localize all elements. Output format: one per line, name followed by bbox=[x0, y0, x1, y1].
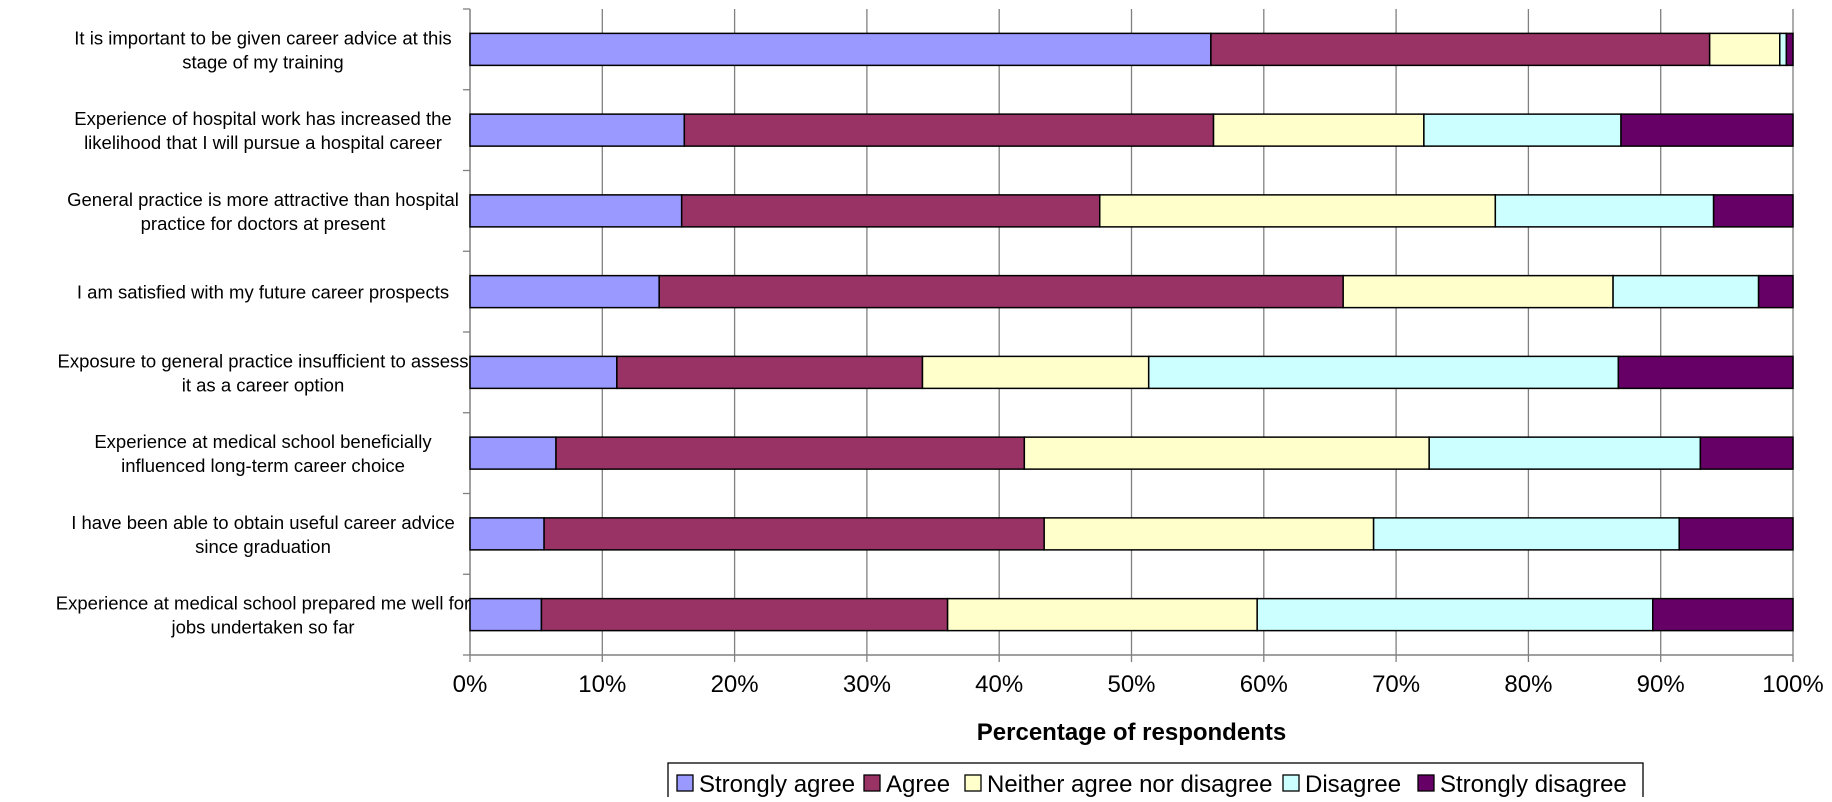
bar-segment bbox=[543, 517, 1045, 551]
legend-label: Strongly agree bbox=[699, 771, 855, 797]
category-label: jobs undertaken so far bbox=[170, 617, 354, 638]
bar-segment bbox=[683, 113, 1215, 147]
x-tick-label: 90% bbox=[1637, 671, 1685, 698]
category-label: it as a career option bbox=[182, 374, 344, 395]
bar-segment bbox=[1212, 113, 1425, 147]
x-axis-title: Percentage of respondents bbox=[977, 719, 1286, 746]
bar-segment bbox=[1757, 274, 1794, 309]
category-label: Experience at medical school beneficiall… bbox=[94, 431, 432, 452]
category-label: practice for doctors at present bbox=[141, 213, 386, 234]
bar-segment bbox=[1372, 517, 1680, 551]
bar-segment bbox=[658, 274, 1344, 309]
bar-segment bbox=[1699, 436, 1794, 470]
bar-segment bbox=[555, 436, 1026, 470]
bar-segment bbox=[1098, 194, 1497, 228]
bar-segment bbox=[1612, 274, 1760, 309]
category-label: stage of my training bbox=[182, 51, 343, 72]
category-label: Exposure to general practice insufficien… bbox=[58, 350, 469, 371]
legend-label: Strongly disagree bbox=[1440, 771, 1627, 797]
category-label: It is important to be given career advic… bbox=[74, 27, 451, 48]
bar-segment bbox=[1256, 597, 1654, 632]
bar-segment bbox=[469, 355, 618, 390]
bar-segment bbox=[540, 597, 949, 632]
x-tick-label: 0% bbox=[453, 671, 488, 698]
legend-swatch bbox=[1417, 774, 1435, 792]
bar-segment bbox=[921, 355, 1150, 390]
x-tick-label: 50% bbox=[1107, 671, 1155, 698]
bar-segment bbox=[1147, 355, 1620, 390]
category-label: likelihood that I will pursue a hospital… bbox=[84, 132, 442, 153]
x-tick-label: 100% bbox=[1762, 671, 1823, 698]
legend-swatch bbox=[863, 774, 881, 792]
bar-segment bbox=[1023, 436, 1430, 470]
bar-segment bbox=[1494, 194, 1715, 228]
x-tick-label: 10% bbox=[578, 671, 626, 698]
bar-segment bbox=[1779, 32, 1788, 67]
bar-segment bbox=[469, 194, 683, 228]
bar-segment bbox=[1678, 517, 1794, 551]
category-label: I have been able to obtain useful career… bbox=[71, 512, 455, 533]
bar-segment bbox=[616, 355, 924, 390]
bar-segment bbox=[1210, 32, 1711, 67]
category-label: influenced long-term career choice bbox=[121, 455, 405, 476]
x-tick-label: 80% bbox=[1504, 671, 1552, 698]
bar-segment bbox=[1342, 274, 1614, 309]
bar-segment bbox=[1423, 113, 1622, 147]
x-tick-label: 40% bbox=[975, 671, 1023, 698]
bar-segment bbox=[1428, 436, 1702, 470]
bar-segment bbox=[1712, 194, 1794, 228]
bar-segment bbox=[469, 113, 686, 147]
category-label: General practice is more attractive than… bbox=[67, 189, 459, 210]
legend-label: Disagree bbox=[1305, 771, 1401, 797]
bar-segment bbox=[1652, 597, 1794, 632]
legend-box bbox=[667, 762, 1644, 802]
bar-segment bbox=[469, 436, 557, 470]
x-tick-label: 70% bbox=[1372, 671, 1420, 698]
bar-segment bbox=[1620, 113, 1794, 147]
bar-segment bbox=[469, 32, 1212, 67]
legend-swatch bbox=[676, 774, 694, 792]
bar-segment bbox=[1785, 32, 1794, 67]
bar-segment bbox=[1043, 517, 1375, 551]
bar-segment bbox=[946, 597, 1258, 632]
legend-label: Neither agree nor disagree bbox=[987, 771, 1273, 797]
legend-swatch bbox=[1282, 774, 1300, 792]
bar-segment bbox=[1708, 32, 1781, 67]
category-label: I am satisfied with my future career pro… bbox=[77, 282, 449, 303]
legend-swatch bbox=[964, 774, 982, 792]
category-label: since graduation bbox=[195, 536, 331, 557]
x-tick-label: 60% bbox=[1240, 671, 1288, 698]
category-label: Experience of hospital work has increase… bbox=[74, 108, 451, 129]
bar-segment bbox=[469, 517, 545, 551]
bar-segment bbox=[469, 274, 660, 309]
x-tick-label: 30% bbox=[843, 671, 891, 698]
x-tick-label: 20% bbox=[711, 671, 759, 698]
bar-segment bbox=[1617, 355, 1794, 390]
bar-segment bbox=[680, 194, 1101, 228]
category-label: Experience at medical school prepared me… bbox=[56, 593, 470, 614]
legend-label: Agree bbox=[886, 771, 950, 797]
bar-segment bbox=[469, 597, 543, 632]
